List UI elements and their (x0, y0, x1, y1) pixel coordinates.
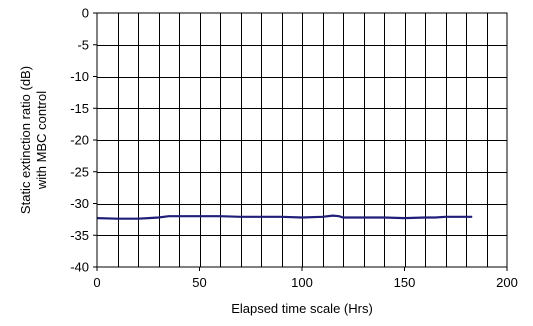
y-tick-label: -5 (77, 37, 89, 52)
x-tick-label: 100 (291, 275, 313, 290)
series-layer (96, 214, 473, 220)
x-axis-label: Elapsed time scale (Hrs) (231, 301, 373, 316)
x-tick-label: 200 (496, 275, 518, 290)
x-tick-label: 150 (394, 275, 416, 290)
y-tick-label: -15 (70, 101, 89, 116)
y-tick-label: -40 (70, 260, 89, 275)
y-tick-label: -30 (70, 196, 89, 211)
y-axis-label-line-1: Static extinction ratio (dB) (18, 66, 33, 214)
series-line-0 (96, 214, 473, 220)
x-tick-label: 0 (93, 275, 100, 290)
y-tick-label: -10 (70, 69, 89, 84)
y-tick-label: -35 (70, 228, 89, 243)
y-tick-label: -25 (70, 164, 89, 179)
y-tick-label: 0 (82, 6, 89, 21)
y-tick-labels: 0 -5 -10 -15 -20 -25 -30 -35 -40 (70, 6, 97, 275)
y-axis-label-line-2: with MBC control (34, 91, 49, 190)
x-tick-label: 50 (192, 275, 206, 290)
y-tick-label: -20 (70, 133, 89, 148)
x-tick-labels: 0 50 100 150 200 (93, 267, 518, 290)
grid (97, 13, 507, 267)
